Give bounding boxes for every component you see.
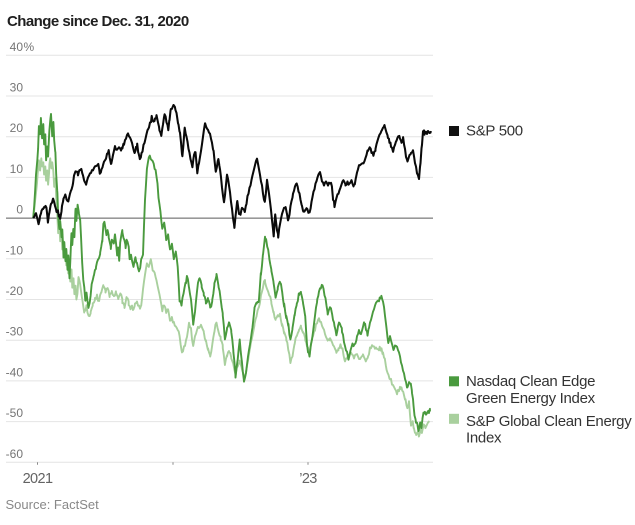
- svg-text:Green Energy Index: Green Energy Index: [466, 390, 596, 407]
- svg-text:%: %: [24, 40, 35, 54]
- svg-text:-60: -60: [6, 447, 24, 461]
- svg-text:30: 30: [10, 81, 24, 95]
- svg-text:S&P Global Clean Energy: S&P Global Clean Energy: [466, 413, 632, 430]
- svg-text:-40: -40: [6, 365, 24, 379]
- svg-text:10: 10: [10, 162, 24, 176]
- svg-text:Source: FactSet: Source: FactSet: [6, 497, 100, 512]
- svg-text:Nasdaq Clean Edge: Nasdaq Clean Edge: [466, 373, 595, 390]
- svg-text:-20: -20: [6, 284, 24, 298]
- svg-text:Change since Dec. 31, 2020: Change since Dec. 31, 2020: [7, 13, 189, 30]
- svg-text:Index: Index: [466, 430, 502, 447]
- svg-text:2021: 2021: [23, 471, 53, 487]
- svg-text:’23: ’23: [299, 471, 317, 487]
- svg-text:40: 40: [10, 40, 24, 54]
- svg-text:-10: -10: [6, 243, 24, 257]
- svg-text:20: 20: [10, 121, 24, 135]
- svg-text:-50: -50: [6, 406, 24, 420]
- svg-text:S&P 500: S&P 500: [466, 123, 523, 140]
- svg-text:-30: -30: [6, 325, 24, 339]
- svg-text:0: 0: [16, 203, 23, 217]
